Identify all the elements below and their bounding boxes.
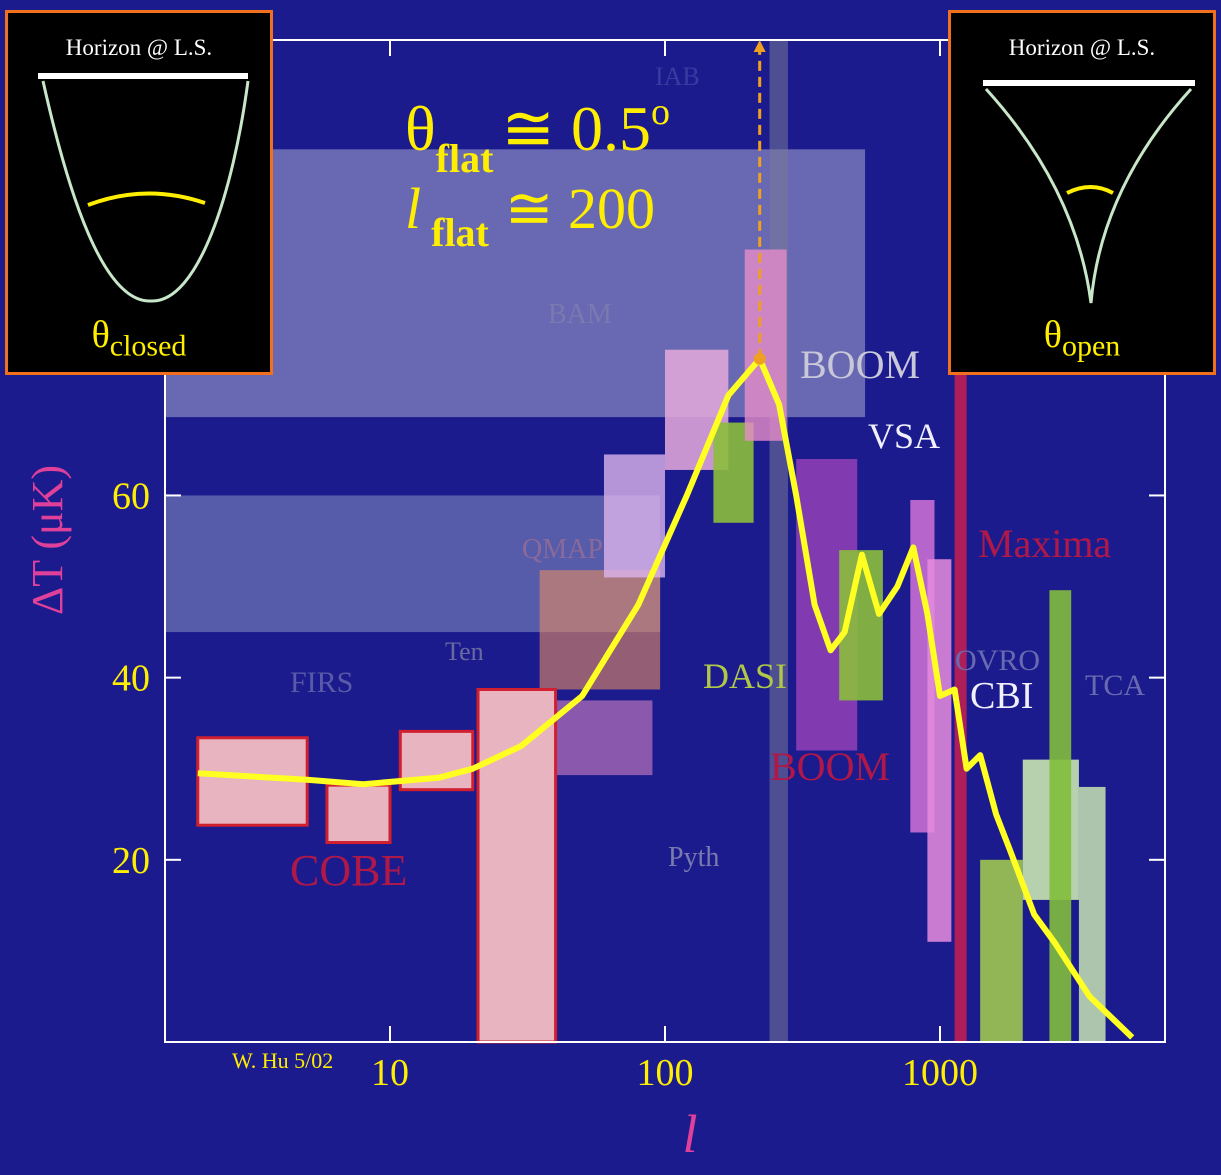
experiment-label: CBI xyxy=(970,675,1033,717)
theta-rest: ≅ 0.5 xyxy=(501,93,651,164)
data-box xyxy=(927,559,951,942)
inset-theta: θopen xyxy=(951,313,1213,364)
l-sub: flat xyxy=(431,210,489,255)
inset-theta: θclosed xyxy=(8,313,270,364)
experiment-label: OVRO xyxy=(955,644,1040,677)
theta-sub: flat xyxy=(436,136,494,181)
x-tick-label: 10 xyxy=(371,1052,409,1094)
data-box xyxy=(1079,787,1106,1042)
page: {"chart_data":{"type":"line","log_x":tru… xyxy=(0,0,1221,1175)
theta-sup: o xyxy=(651,91,670,133)
l-symbol: l xyxy=(405,176,421,241)
data-box xyxy=(980,860,1023,1042)
theta-sub: closed xyxy=(110,330,187,363)
data-box xyxy=(478,689,556,1042)
inset-title: Horizon @ L.S. xyxy=(951,35,1213,61)
experiment-label: COBE xyxy=(290,846,407,895)
theta: θ xyxy=(92,314,110,356)
arrow-head xyxy=(754,40,766,52)
open-inset: Horizon @ L.S. θopen xyxy=(948,10,1216,375)
data-box xyxy=(327,785,390,842)
x-tick-label: 1000 xyxy=(902,1052,978,1094)
data-box xyxy=(1049,590,1071,1042)
closed-angle xyxy=(88,193,205,205)
experiment-label: FIRS xyxy=(290,666,353,699)
credit: W. Hu 5/02 xyxy=(232,1048,333,1073)
theta: θ xyxy=(1044,314,1062,356)
closed-inset: Horizon @ L.S. θclosed xyxy=(5,10,273,375)
theta-sub: open xyxy=(1062,330,1120,363)
experiment-label: TCA xyxy=(1085,669,1145,702)
y-axis-label: ΔT (μK) xyxy=(23,465,72,615)
experiment-label: BOOM xyxy=(800,342,920,387)
experiment-label: Maxima xyxy=(978,521,1112,566)
inset-title: Horizon @ L.S. xyxy=(8,35,270,61)
x-axis-label: l xyxy=(682,1104,697,1164)
l-rest: ≅ 200 xyxy=(505,176,655,241)
experiment-label: QMAP xyxy=(522,534,603,565)
theta-symbol: θ xyxy=(405,93,436,164)
open-angle xyxy=(1067,187,1113,193)
x-tick-label: 100 xyxy=(636,1052,693,1094)
closed-geometry xyxy=(43,81,248,301)
experiment-label: VSA xyxy=(868,416,940,456)
open-geometry xyxy=(986,89,1191,303)
experiment-label: BOOM xyxy=(770,744,890,789)
peak-dot xyxy=(754,353,766,365)
experiment-label: DASI xyxy=(703,656,787,696)
y-tick-label: 40 xyxy=(112,658,150,700)
experiment-label: Ten xyxy=(445,637,484,666)
experiment-label: BAM xyxy=(548,299,612,330)
experiment-label: IAB xyxy=(655,62,700,91)
data-box xyxy=(770,40,788,1042)
y-tick-label: 60 xyxy=(112,475,150,517)
experiment-label: Pyth xyxy=(668,842,719,873)
y-tick-label: 20 xyxy=(112,840,150,882)
data-box xyxy=(556,700,653,775)
